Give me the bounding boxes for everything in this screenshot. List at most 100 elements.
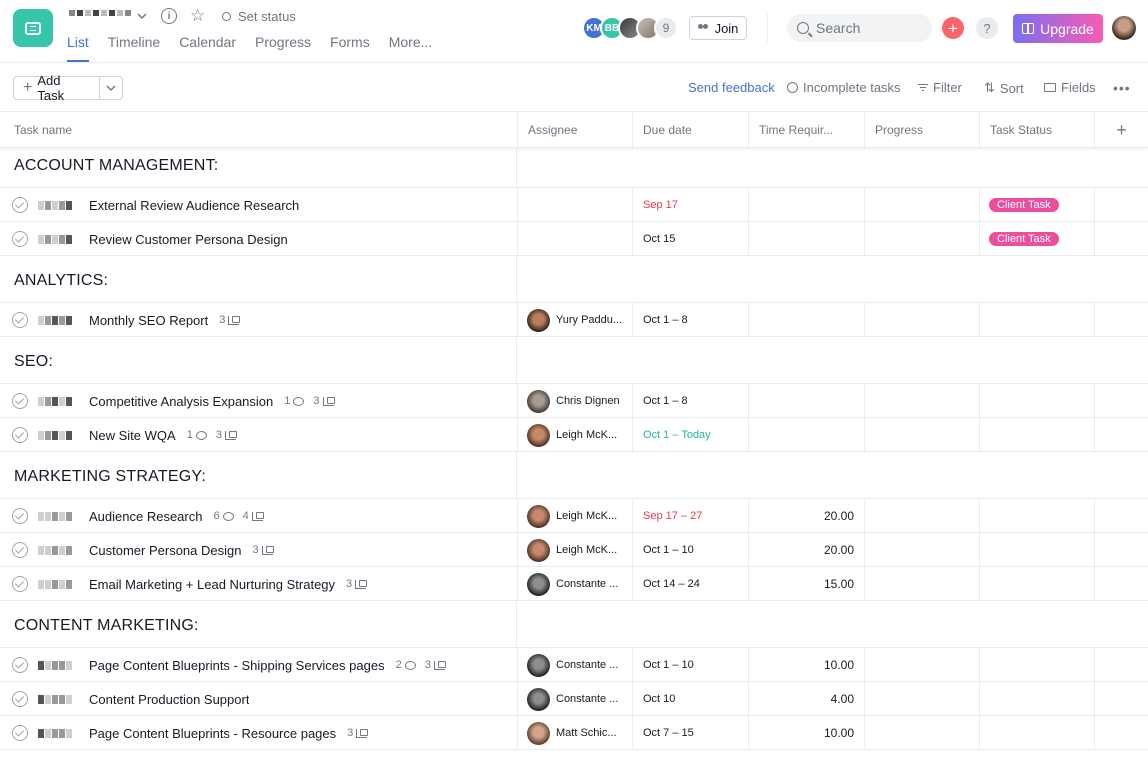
due-date-cell[interactable]: Oct 10 (632, 682, 748, 716)
task-name-cell[interactable]: External Review Audience Research (0, 188, 517, 222)
help-button[interactable]: ? (976, 17, 998, 39)
task-name[interactable]: Audience Research (89, 508, 203, 524)
due-date-cell[interactable]: Oct 1 – 8 (632, 384, 748, 418)
section-title[interactable]: ACCOUNT MANAGEMENT: (14, 157, 219, 174)
add-column-button[interactable]: + (1094, 112, 1148, 148)
tab-progress[interactable]: Progress (255, 34, 312, 50)
time-required-cell[interactable] (748, 303, 864, 337)
section-header[interactable]: SEO: (0, 337, 1148, 384)
task-name-cell[interactable]: Content Production Support (0, 682, 517, 716)
tab-more[interactable]: More... (388, 34, 433, 50)
section-title[interactable]: ANALYTICS: (14, 272, 109, 289)
column-header-task-name[interactable]: Task name (14, 123, 73, 137)
time-required-cell[interactable] (748, 188, 864, 222)
assignee-cell[interactable]: Leigh McK... (517, 418, 632, 452)
task-row[interactable]: Monthly SEO Report 3 Yury Paddu... Oct 1 – … (0, 303, 1148, 337)
task-name-cell[interactable]: New Site WQA 1 3 (0, 418, 517, 452)
column-header-assignee[interactable]: Assignee (517, 112, 632, 148)
status-pill[interactable]: Client Task (989, 232, 1059, 246)
project-members[interactable]: KM BB 9 (582, 16, 678, 40)
task-name-cell[interactable]: Monthly SEO Report 3 (0, 303, 517, 337)
tab-calendar[interactable]: Calendar (179, 34, 237, 50)
quick-add-button[interactable]: + (942, 17, 964, 39)
column-header-progress[interactable]: Progress (864, 112, 979, 148)
user-avatar[interactable] (1112, 16, 1136, 40)
tab-timeline[interactable]: Timeline (107, 34, 161, 50)
task-row[interactable]: External Review Audience Research Sep 17 C… (0, 188, 1148, 222)
section-title[interactable]: MARKETING STRATEGY: (14, 468, 206, 485)
task-status-cell[interactable]: Client Task (979, 222, 1094, 256)
task-name-cell[interactable]: Page Content Blueprints - Shipping Servi… (0, 648, 517, 682)
column-header-due-date[interactable]: Due date (632, 112, 748, 148)
status-pill[interactable]: Client Task (989, 198, 1059, 212)
task-row[interactable]: Page Content Blueprints - Shipping Servi… (0, 648, 1148, 682)
send-feedback-link[interactable]: Send feedback (688, 80, 775, 95)
member-avatar[interactable]: BB (600, 16, 624, 40)
task-name-cell[interactable]: Competitive Analysis Expansion 1 3 (0, 384, 517, 418)
time-required-cell[interactable] (748, 384, 864, 418)
progress-cell[interactable] (864, 648, 979, 682)
time-required-cell[interactable]: 20.00 (748, 533, 864, 567)
complete-checkbox-icon[interactable] (12, 393, 28, 409)
task-status-cell[interactable] (979, 384, 1094, 418)
task-row[interactable]: Content Production Support Constante ... O… (0, 682, 1148, 716)
assignee-cell[interactable]: Leigh McK... (517, 533, 632, 567)
assignee-cell[interactable]: Leigh McK... (517, 499, 632, 533)
search-input[interactable] (816, 20, 916, 36)
task-name[interactable]: Monthly SEO Report (89, 312, 209, 328)
task-name-cell[interactable]: Audience Research 6 4 (0, 499, 517, 533)
progress-cell[interactable] (864, 222, 979, 256)
complete-checkbox-icon[interactable] (12, 725, 28, 741)
task-status-cell[interactable] (979, 418, 1094, 452)
complete-checkbox-icon[interactable] (12, 542, 28, 558)
task-status-cell[interactable] (979, 533, 1094, 567)
task-name[interactable]: Competitive Analysis Expansion (89, 393, 274, 409)
column-header-time-required[interactable]: Time Requir... (748, 112, 864, 148)
progress-cell[interactable] (864, 384, 979, 418)
sort-button[interactable]: ⇅ Sort (984, 80, 1024, 96)
search-box[interactable] (787, 14, 932, 42)
time-required-cell[interactable] (748, 418, 864, 452)
chevron-down-icon[interactable] (135, 9, 149, 23)
complete-checkbox-icon[interactable] (12, 197, 28, 213)
assignee-cell[interactable]: Constante ... (517, 682, 632, 716)
task-name[interactable]: Page Content Blueprints - Resource pages (89, 725, 337, 741)
task-status-cell[interactable]: Client Task (979, 188, 1094, 222)
task-name[interactable]: Email Marketing + Lead Nurturing Strateg… (89, 576, 336, 592)
due-date-cell[interactable]: Oct 15 (632, 222, 748, 256)
assignee-cell[interactable]: Yury Paddu... (517, 303, 632, 337)
task-row[interactable]: Customer Persona Design 3 Leigh McK... Oct … (0, 533, 1148, 567)
complete-checkbox-icon[interactable] (12, 576, 28, 592)
due-date-cell[interactable]: Oct 7 – 15 (632, 716, 748, 750)
task-status-cell[interactable] (979, 567, 1094, 601)
assignee-cell[interactable]: Constante ... (517, 648, 632, 682)
section-header[interactable]: CONTENT MARKETING: (0, 601, 1148, 648)
due-date-cell[interactable]: Sep 17 (632, 188, 748, 222)
add-task-dropdown[interactable] (100, 77, 122, 99)
due-date-cell[interactable]: Sep 17 – 27 (632, 499, 748, 533)
assignee-cell[interactable] (517, 188, 632, 222)
time-required-cell[interactable]: 4.00 (748, 682, 864, 716)
due-date-cell[interactable]: Oct 1 – 8 (632, 303, 748, 337)
progress-cell[interactable] (864, 682, 979, 716)
info-icon[interactable]: i (161, 8, 177, 24)
progress-cell[interactable] (864, 499, 979, 533)
task-name[interactable]: Page Content Blueprints - Shipping Servi… (89, 657, 385, 673)
task-name-cell[interactable]: Page Content Blueprints - Resource pages… (0, 716, 517, 750)
complete-checkbox-icon[interactable] (12, 657, 28, 673)
progress-cell[interactable] (864, 533, 979, 567)
task-name[interactable]: Content Production Support (89, 691, 250, 707)
section-header[interactable]: MARKETING STRATEGY: (0, 452, 1148, 499)
column-header-task-status[interactable]: Task Status (979, 112, 1094, 148)
section-header[interactable]: ANALYTICS: (0, 256, 1148, 303)
time-required-cell[interactable] (748, 222, 864, 256)
incomplete-tasks-button[interactable]: Incomplete tasks (787, 80, 901, 95)
complete-checkbox-icon[interactable] (12, 691, 28, 707)
progress-cell[interactable] (864, 418, 979, 452)
progress-cell[interactable] (864, 567, 979, 601)
section-title[interactable]: SEO: (14, 353, 54, 370)
tab-forms[interactable]: Forms (330, 34, 370, 50)
time-required-cell[interactable]: 10.00 (748, 648, 864, 682)
progress-cell[interactable] (864, 188, 979, 222)
star-icon[interactable]: ☆ (190, 6, 206, 25)
